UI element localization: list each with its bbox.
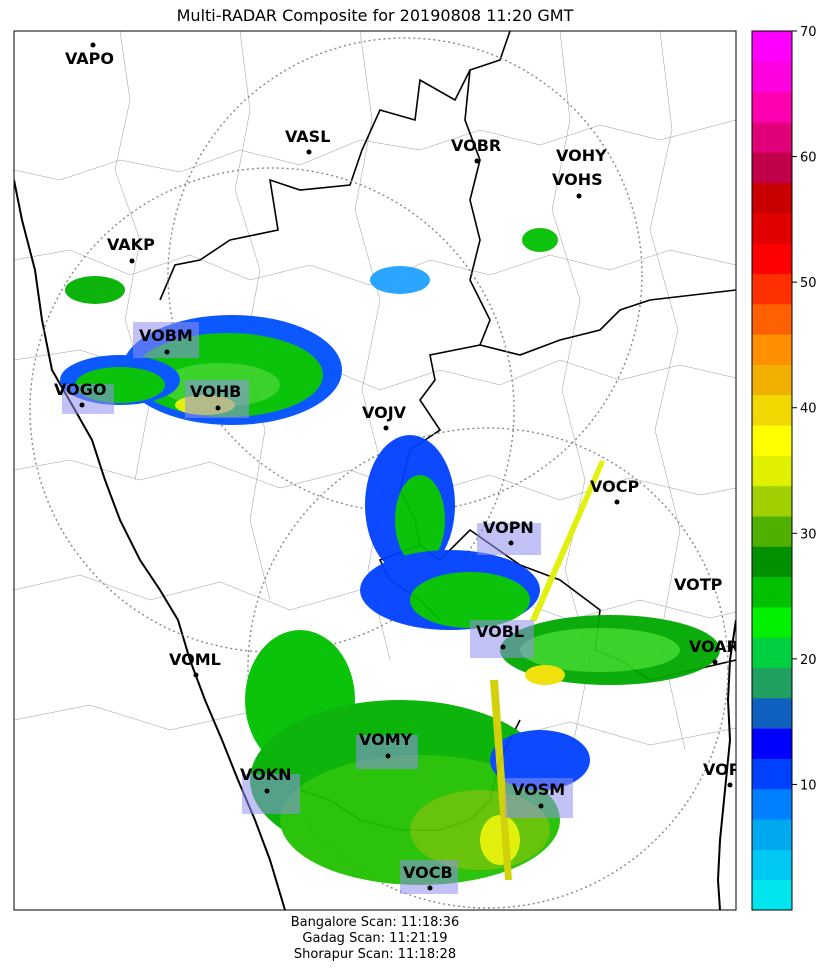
station-label-VAKP: VAKP — [107, 235, 155, 254]
colorbar-swatch — [752, 303, 792, 335]
colorbar-swatch — [752, 758, 792, 790]
station-dot-VOBL — [500, 644, 506, 650]
range-ring-bangalore — [247, 427, 729, 909]
colorbar-swatch — [752, 91, 792, 123]
station-dot-VOPC — [727, 782, 733, 788]
scan-times: Bangalore Scan: 11:18:36 Gadag Scan: 11:… — [14, 915, 736, 963]
colorbar-swatches — [752, 31, 792, 911]
station-dot-VOHB — [215, 405, 221, 411]
colorbar-swatch — [752, 121, 792, 153]
colorbar-swatch — [752, 31, 792, 62]
east-coastline — [716, 619, 736, 910]
station-label-VOJV: VOJV — [362, 403, 407, 422]
range-ring-shorapur — [167, 37, 643, 513]
station-label-VOHB: VOHB — [190, 382, 241, 401]
station-label-VOCB: VOCB — [403, 863, 453, 882]
colorbar-swatch — [752, 788, 792, 820]
colorbar-swatch — [752, 61, 792, 93]
colorbar-swatch — [752, 576, 792, 608]
colorbar-swatch — [752, 273, 792, 305]
station-dot-VOBM — [164, 349, 170, 355]
station-markers: VAPO VASL VOBR VOHY VOHS VAKP VOBM VOGO … — [54, 42, 752, 891]
colorbar-swatch — [752, 606, 792, 638]
scan-time-gadag: Gadag Scan: 11:21:19 — [302, 931, 448, 946]
station-label-VOBR: VOBR — [451, 136, 501, 155]
colorbar-swatch — [752, 879, 792, 911]
coastline — [14, 179, 286, 910]
colorbar-swatch — [752, 728, 792, 759]
colorbar-frame — [751, 30, 793, 911]
colorbar-swatch — [752, 849, 792, 881]
station-label-VOPN: VOPN — [483, 518, 534, 537]
station-dot-VOKN — [264, 788, 270, 794]
colorbar-swatch — [752, 819, 792, 850]
station-dot-VOSM — [538, 803, 544, 809]
colorbar-swatch — [752, 455, 792, 487]
station-dot-VAPO — [90, 42, 96, 48]
colorbar-swatch — [752, 334, 792, 365]
station-dot-VOBR — [474, 158, 480, 164]
station-dot-VOPN — [508, 540, 514, 546]
station-label-VOHY: VOHY — [556, 146, 607, 165]
station-label-VOCP: VOCP — [590, 477, 639, 496]
range-ring-gadag — [29, 167, 515, 653]
station-patches — [62, 322, 573, 894]
station-dot-VOHS — [576, 193, 582, 199]
station-label-VOKN: VOKN — [240, 765, 292, 784]
colorbar-swatch — [752, 425, 792, 456]
station-label-VOPC: VOPC — [703, 760, 752, 779]
station-dot-VOJV — [383, 425, 389, 431]
colorbar-tick-label: 70 — [800, 25, 817, 40]
station-label-VOSM: VOSM — [512, 780, 565, 799]
map-frame — [13, 30, 737, 911]
station-label-VOBL: VOBL — [476, 622, 524, 641]
colorbar-swatch — [752, 182, 792, 214]
colorbar-swatch — [752, 485, 792, 517]
colorbar-tick-label: 50 — [800, 276, 817, 291]
station-dot-VOGO — [79, 402, 85, 408]
station-dot-VOCB — [427, 885, 433, 891]
station-label-VOML: VOML — [169, 650, 221, 669]
colorbar-swatch — [752, 697, 792, 729]
scan-time-bangalore: Bangalore Scan: 11:18:36 — [290, 915, 460, 930]
colorbar-tick-label: 60 — [800, 151, 817, 166]
scan-time-shorapur: Shorapur Scan: 11:18:28 — [293, 947, 457, 962]
colorbar-tick-label: 20 — [800, 653, 817, 668]
station-label-VASL: VASL — [285, 127, 330, 146]
station-label-VOBM: VOBM — [139, 326, 193, 345]
station-dot-VOCP — [614, 499, 620, 505]
station-dot-VOMY — [385, 753, 391, 759]
colorbar-ticks: 10 20 30 40 50 60 70 — [792, 25, 817, 793]
colorbar-tick-label: 30 — [800, 527, 817, 542]
colorbar-swatch — [752, 515, 792, 547]
station-label-VOMY: VOMY — [359, 730, 413, 749]
station-label-VOGO: VOGO — [54, 380, 106, 399]
radar-range-rings — [29, 37, 729, 909]
chart-title: Multi-RADAR Composite for 20190808 11:20… — [176, 6, 574, 25]
colorbar-swatch — [752, 243, 792, 274]
station-dot-VOML — [193, 672, 199, 678]
colorbar-swatch — [752, 212, 792, 244]
station-label-VAPO: VAPO — [65, 49, 114, 68]
station-label-VOHS: VOHS — [552, 170, 603, 189]
colorbar-tick-label: 40 — [800, 402, 817, 417]
colorbar-swatch — [752, 364, 792, 396]
colorbar-swatch — [752, 667, 792, 699]
station-label-VOTP: VOTP — [674, 575, 723, 594]
colorbar-tick-label: 10 — [800, 778, 817, 793]
station-label-VOAR: VOAR — [689, 637, 739, 656]
station-dot-VASL — [306, 149, 312, 155]
colorbar-swatch — [752, 152, 792, 184]
colorbar-swatch — [752, 546, 792, 578]
reflectivity-echoes — [60, 228, 720, 885]
colorbar-swatch — [752, 394, 792, 426]
colorbar-swatch — [752, 637, 792, 669]
station-dot-VOAR — [712, 659, 718, 665]
station-dot-VAKP — [129, 258, 135, 264]
